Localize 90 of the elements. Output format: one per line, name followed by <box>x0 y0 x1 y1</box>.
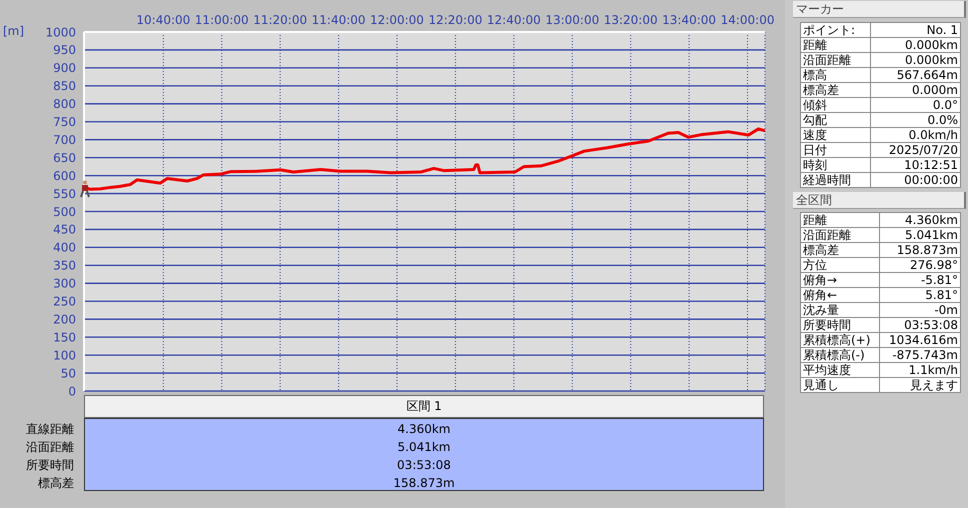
x-tick-label: 12:00:00 <box>370 13 424 27</box>
y-tick-label: 500 <box>53 204 76 219</box>
text: 累積標高(-) <box>800 348 880 362</box>
text: 距離 <box>800 212 880 228</box>
text: 俯角→ <box>800 272 880 288</box>
text: 全区間 <box>793 192 966 209</box>
y-tick-label: 850 <box>53 79 76 94</box>
text: 5.81° <box>880 288 960 302</box>
y-tick-label: 250 <box>53 294 76 309</box>
text: 方位 <box>800 258 880 272</box>
text: 区間 1 <box>84 395 764 418</box>
text: 0.000m <box>870 82 960 98</box>
text: 俯角← <box>800 288 880 302</box>
text: 見えます <box>880 378 960 392</box>
text: 2025/07/20 <box>870 142 960 158</box>
text: マーカー <box>793 1 966 18</box>
text: 標高差 <box>37 475 74 492</box>
y-tick-label: 900 <box>53 61 76 76</box>
text: 沿面距離 <box>25 439 74 456</box>
y-tick-label: 100 <box>53 348 76 362</box>
y-tick-label: 150 <box>53 330 76 344</box>
text: 0.0% <box>870 112 960 128</box>
text: ポイント: <box>800 22 870 38</box>
text: 0.0km/h <box>870 128 960 142</box>
y-tick-label: 1000 <box>45 25 76 40</box>
text: 0.0° <box>870 98 960 112</box>
text: 所要時間 <box>800 318 880 332</box>
x-tick-label: 11:40:00 <box>312 13 366 27</box>
text: 標高差 <box>800 242 880 258</box>
text: -5.81° <box>880 272 960 288</box>
x-tick-label: 11:20:00 <box>253 13 308 27</box>
y-tick-label: 550 <box>53 186 76 201</box>
y-tick-label: 800 <box>53 97 76 112</box>
x-tick-label: 11:00:00 <box>194 13 249 27</box>
text: No. 1 <box>870 22 960 38</box>
text: 沿面距離 <box>800 228 880 242</box>
text: 158.873m <box>392 475 456 492</box>
text: 1.1km/h <box>880 362 960 378</box>
y-tick-label: 350 <box>53 258 76 273</box>
text: 勾配 <box>800 112 870 128</box>
text: 沈み量 <box>800 302 880 318</box>
text: 4.360km <box>396 421 452 438</box>
y-tick-label: 750 <box>53 115 76 130</box>
text: 0.000km <box>870 38 960 52</box>
y-tick-label: 50 <box>60 366 76 380</box>
text: 距離 <box>800 38 870 52</box>
text: 速度 <box>800 128 870 142</box>
text: 平均速度 <box>800 362 880 378</box>
text: 4.360km <box>880 212 960 228</box>
text: -0m <box>880 302 960 318</box>
text: 累積標高(+) <box>800 332 880 348</box>
y-tick-label: 400 <box>53 240 76 255</box>
y-tick-label: 0 <box>68 384 76 398</box>
text: 158.873m <box>880 242 960 258</box>
x-tick-label: 13:00:00 <box>545 13 600 27</box>
y-axis-title: [m] <box>3 24 24 38</box>
text: 見通し <box>800 378 880 392</box>
y-tick-label: 600 <box>53 168 76 183</box>
text: 経過時間 <box>800 172 870 188</box>
text: 5.041km <box>880 228 960 242</box>
x-tick-label: 14:00:00 <box>720 13 774 27</box>
y-tick-label: 700 <box>53 132 76 147</box>
text: 標高 <box>800 68 870 82</box>
text: 傾斜 <box>800 98 870 112</box>
text: 標高差 <box>800 82 870 98</box>
x-tick-label: 13:20:00 <box>604 13 658 27</box>
y-tick-label: 200 <box>53 312 76 326</box>
x-tick-label: 12:20:00 <box>428 13 482 27</box>
x-tick-label: 12:40:00 <box>486 13 541 27</box>
text: 日付 <box>800 142 870 158</box>
text: 10:12:51 <box>870 158 960 172</box>
text: 567.664m <box>870 68 960 82</box>
y-tick-label: 300 <box>53 276 76 291</box>
text: 5.041km <box>396 439 452 456</box>
text: -875.743m <box>880 348 960 362</box>
y-tick-label: 450 <box>53 222 76 237</box>
y-tick-label: 650 <box>53 150 76 165</box>
text: 00:00:00 <box>870 172 960 188</box>
text: 03:53:08 <box>880 318 960 332</box>
text: 時刻 <box>800 158 870 172</box>
text: 直線距離 <box>25 421 74 438</box>
text: 沿面距離 <box>800 52 870 68</box>
x-tick-label: 13:40:00 <box>662 13 716 27</box>
text: 所要時間 <box>25 457 74 474</box>
text: 1034.616m <box>880 332 960 348</box>
y-tick-label: 950 <box>53 43 76 58</box>
text: 03:53:08 <box>396 457 452 474</box>
x-tick-label: 10:40:00 <box>136 13 190 27</box>
text: 276.98° <box>880 258 960 272</box>
text: 0.000km <box>870 52 960 68</box>
